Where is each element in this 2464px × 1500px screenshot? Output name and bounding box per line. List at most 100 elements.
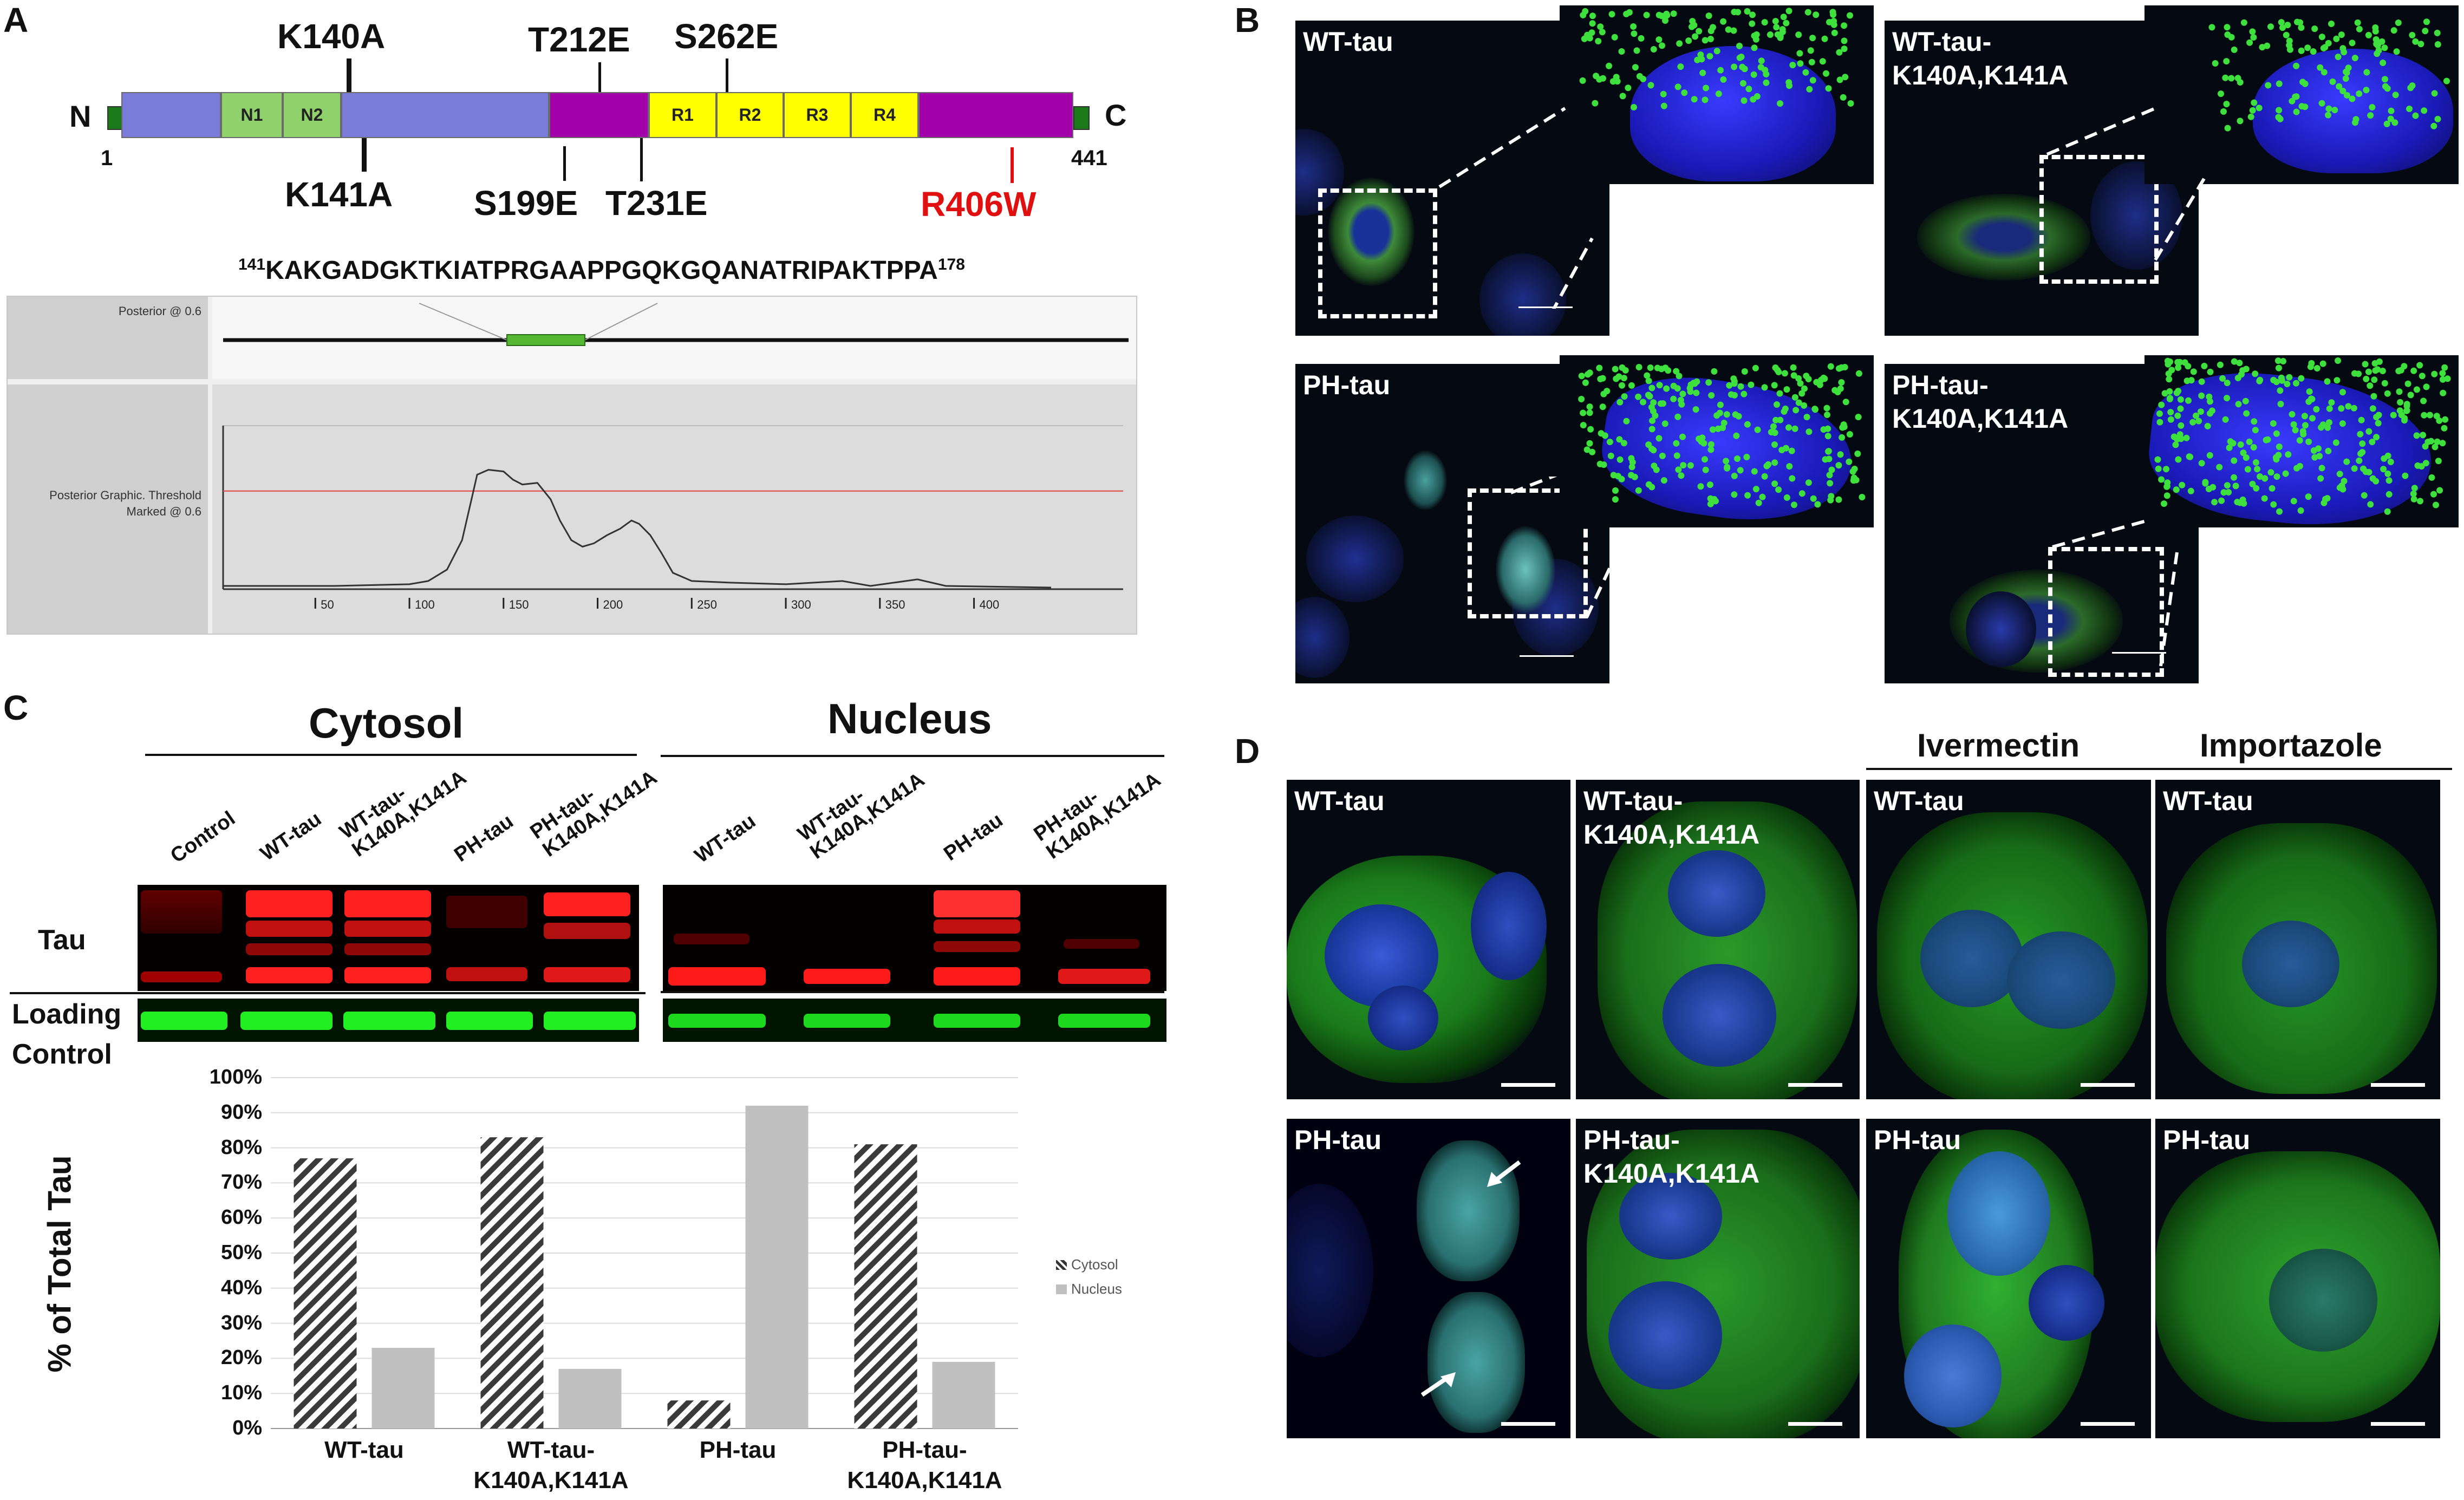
cell-body (1587, 1130, 1860, 1438)
tau-dot (2277, 387, 2284, 394)
tau-dot (2339, 88, 2346, 94)
panel-label-b: B (1235, 1, 1260, 40)
tau-dot (2246, 39, 2253, 46)
tau-dot (1725, 26, 1732, 33)
tau-dot (2154, 456, 2161, 463)
tau-dot (1830, 11, 1837, 18)
tau-band (668, 967, 766, 986)
chart-y-tick-label: 60% (220, 1206, 262, 1229)
blot-separator-nucleus (661, 991, 1164, 993)
tau-dot (2173, 486, 2180, 493)
chart-plot-area (271, 1077, 1018, 1429)
tau-dot (2328, 21, 2335, 27)
tau-dot (1736, 42, 1743, 49)
tau-dot (2219, 375, 2226, 382)
tau-dot (2222, 74, 2229, 81)
tau-dot (1660, 477, 1667, 484)
tau-dot (1655, 435, 1663, 442)
image-label: PH-tau (1294, 1125, 1382, 1155)
tau-dot (2198, 392, 2205, 399)
tau-dot (2390, 27, 2397, 34)
tau-dot (2251, 418, 2258, 425)
tau-dot (2356, 25, 2363, 32)
mutation-label-k141a: K141A (285, 175, 393, 214)
tau-dot (2380, 466, 2387, 473)
tau-dot (1699, 69, 1706, 76)
tau-dot (1859, 494, 1866, 500)
micrograph-d-ivermectin-wt-tau: WT-tau (1866, 780, 2151, 1099)
tau-dot (1807, 47, 1814, 54)
tau-dot (1835, 496, 1842, 503)
tau-dot (1724, 465, 1731, 472)
tau-dot (2283, 31, 2290, 38)
tau-dot (2380, 60, 2387, 66)
mutation-label-s199e: S199E (474, 184, 578, 223)
tau-dot (1660, 102, 1667, 109)
tau-dot (2351, 370, 2358, 377)
tau-dot (1737, 467, 1744, 474)
tau-dot (2243, 454, 2250, 461)
tau-dot (1600, 75, 1606, 82)
tau-dot (2343, 92, 2350, 99)
tau-dot (2188, 377, 2195, 384)
tau-band (446, 896, 527, 928)
tau-dot (2308, 360, 2315, 367)
tau-dot (2359, 440, 2366, 447)
chart-y-tick-label: 0% (232, 1417, 262, 1439)
tau-dot (1681, 89, 1688, 96)
tau-dot (1790, 364, 1797, 371)
tau-dot (1749, 20, 1756, 27)
tau-dot (1731, 63, 1738, 70)
micrograph-ph-tau-mutant: PH-tau- K140A,K141A (1885, 364, 2199, 683)
tau-dot (2391, 119, 2398, 126)
tau-dot (1789, 475, 1796, 482)
tau-dot (1850, 474, 1857, 481)
tau-dot (2158, 476, 2165, 483)
nls-top-label-box: Posterior @ 0.6 (8, 297, 208, 379)
tau-dot (1783, 494, 1790, 501)
tau-dot (1780, 14, 1787, 21)
tau-dot (2420, 432, 2427, 439)
tau-dot (1792, 407, 1800, 414)
tau-dot (2261, 475, 2269, 482)
tau-dot (1757, 64, 1764, 71)
tau-dot (1589, 20, 1596, 27)
tau-dot (1828, 466, 1835, 473)
tau-dot (1826, 472, 1833, 479)
tau-dot (1674, 413, 1681, 420)
tau-dot (1707, 500, 1714, 507)
tau-dot (1831, 387, 1839, 394)
tau-dot (1795, 31, 1802, 38)
tau-dot (1674, 83, 1681, 90)
tau-dot (2443, 77, 2450, 84)
chart-y-tick-label: 20% (220, 1346, 262, 1369)
tau-dot (2318, 34, 2325, 41)
header-rule (1866, 768, 2452, 770)
tau-dot (2434, 438, 2441, 445)
tau-dot (2178, 435, 2185, 442)
tau-dot (2243, 410, 2250, 417)
tau-dot (2395, 19, 2402, 26)
tau-dot (1708, 392, 1715, 399)
tau-dot (1694, 56, 1701, 63)
tau-dot (2237, 441, 2244, 448)
tau-dot (2175, 364, 2182, 371)
scale-bar (2081, 1083, 2135, 1087)
tau-dot (2201, 362, 2208, 369)
tau-dot (2276, 444, 2283, 450)
tau-dot (2363, 87, 2370, 94)
tau-dot (2387, 115, 2394, 122)
tau-dot (1596, 364, 1603, 371)
tau-dot (1731, 9, 1738, 16)
tau-dot (2220, 489, 2227, 496)
tau-dot (1783, 386, 1790, 393)
tau-dot (1731, 472, 1738, 479)
tau-dot (1838, 379, 1845, 386)
tau-dot (2250, 444, 2257, 451)
tau-dot (2202, 480, 2209, 487)
tau-dot (1712, 498, 1719, 505)
bar-cytosol (294, 1158, 357, 1429)
tau-dot (1854, 450, 1861, 457)
tau-dot (2324, 378, 2331, 385)
tau-dot (2439, 370, 2446, 377)
